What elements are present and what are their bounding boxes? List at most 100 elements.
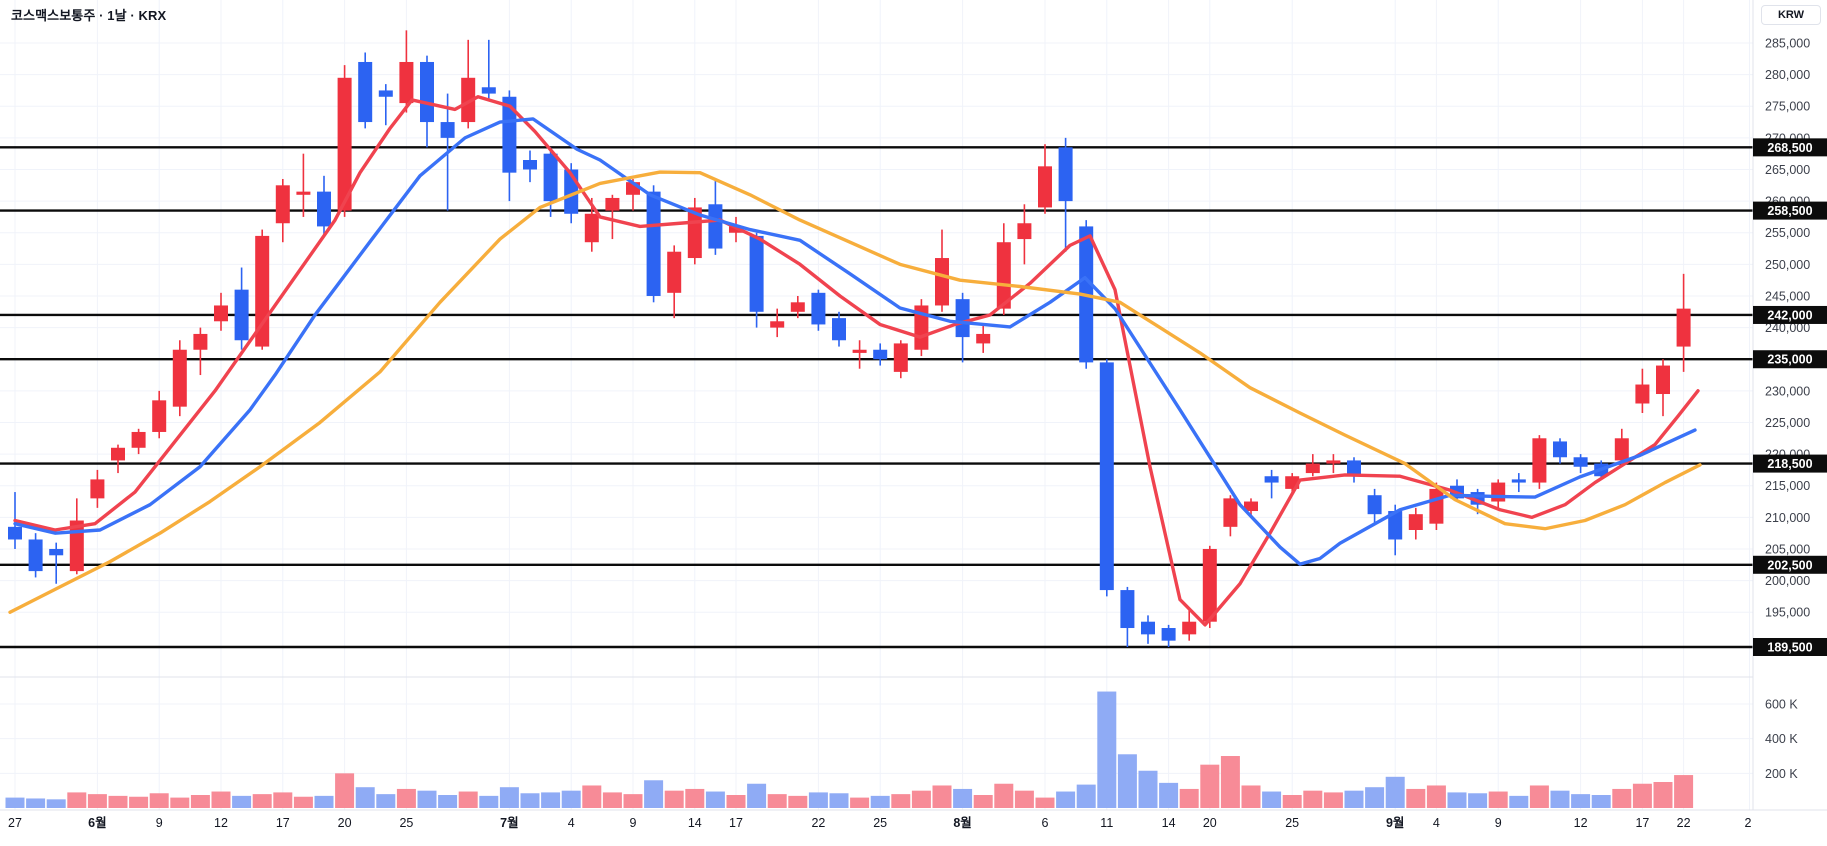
price-tick-label: 215,000 [1765,479,1810,493]
candle [893,343,908,372]
currency-button[interactable]: KRW [1761,5,1821,25]
time-tick-label: 14 [688,816,702,830]
volume-bar [932,785,952,808]
symbol-title[interactable]: 코스맥스보통주 · 1날 · KRX [11,8,167,23]
volume-bar [1014,790,1034,808]
volume-bar [582,785,602,808]
candle [275,185,290,224]
candle [1635,384,1650,404]
candle [1656,365,1670,395]
time-tick-label: 22 [811,816,825,830]
candle [28,539,43,572]
price-tick-label: 240,000 [1765,321,1810,335]
time-tick-label: 6월 [88,815,106,830]
volume-bar [891,794,911,808]
time-tick-label: 22 [1677,816,1691,830]
svg-text:258,500: 258,500 [1767,204,1812,218]
time-axis[interactable]: 27 6월 9 12 17 20 25 7월 4 9 14 17 22 25 8월 6 11 14 20 25 9월 4 9… [0,809,1827,846]
price-level-badge [1753,638,1827,656]
price-level-lines[interactable] [0,146,1753,649]
candle [976,333,991,344]
candle [1099,362,1114,591]
volume-bar [1653,782,1673,808]
candle [790,302,805,312]
volume-bar [1488,791,1508,808]
price-axis[interactable]: 285,000280,000275,000270,000265,000260,0… [1752,0,1827,846]
volume-bar [1056,791,1076,808]
price-level-badges[interactable]: 268,500 258,500 242,000 235,000 218,500 202,5… [1753,138,1827,656]
volume-bar [994,783,1014,808]
candle [646,191,661,296]
volume-bar [355,787,375,808]
volume-bar [293,796,313,808]
volume-bar [417,790,437,808]
time-tick-label: 17 [729,816,743,830]
price-level-badge [1753,350,1827,369]
candle [605,197,620,211]
candle [131,431,146,448]
time-tick-label: 9 [156,816,163,830]
candle [214,305,228,322]
volume-bar [108,795,128,808]
volume-bar [1159,782,1179,808]
candle [296,191,311,195]
price-level-badge [1753,454,1827,473]
time-tick-label: 8월 [953,815,971,830]
candle [1573,457,1588,467]
svg-text:268,500: 268,500 [1767,141,1812,155]
price-tick-label: 200,000 [1765,574,1810,588]
volume-tick-label: 400 K [1765,732,1798,746]
volume-bar [273,792,293,808]
candle [523,160,537,170]
volume-bar [252,794,272,808]
grid-layer [0,0,1753,810]
volume-bar [623,794,643,808]
candle [1141,621,1155,635]
candle [1017,223,1032,240]
volume-bar [1323,792,1343,808]
candle [1614,438,1629,461]
time-tick-label: 9월 [1386,815,1404,830]
volume-bar [1674,775,1694,808]
svg-text:189,500: 189,500 [1767,641,1812,655]
svg-text:242,000: 242,000 [1767,308,1812,322]
candle [914,305,929,350]
svg-text:218,500: 218,500 [1767,457,1812,471]
volume-bar [1303,790,1323,808]
volume-bar [685,788,705,808]
candle [1058,147,1073,202]
candle [1305,463,1320,474]
volume-bar [458,791,478,808]
volume-bar [396,788,416,808]
volume-bar [829,793,849,808]
volume-bar [747,783,767,808]
volume-bar [1344,790,1364,808]
candle [1264,476,1279,483]
candle [687,207,702,259]
time-tick-label: 4 [1433,816,1440,830]
volume-tick-label: 200 K [1765,767,1798,781]
candle [399,61,414,104]
volume-bar [376,794,396,808]
price-tick-label: 275,000 [1765,100,1810,114]
candle [358,61,373,123]
price-level-badge [1753,305,1827,324]
volume-bar [1200,764,1220,808]
time-tick-label: 2 [1745,816,1752,830]
candle [667,251,682,293]
candle [1429,488,1444,524]
price-tick-label: 250,000 [1765,258,1810,272]
volume-bar [705,791,725,808]
time-tick-label: 9 [630,816,637,830]
time-tick-label: 14 [1162,816,1176,830]
candle [1347,460,1361,477]
candle [317,191,331,227]
ma-fast [13,95,1700,627]
volume-bar [499,787,519,808]
candle [1223,498,1238,527]
candle [729,226,743,233]
candle [234,289,249,341]
